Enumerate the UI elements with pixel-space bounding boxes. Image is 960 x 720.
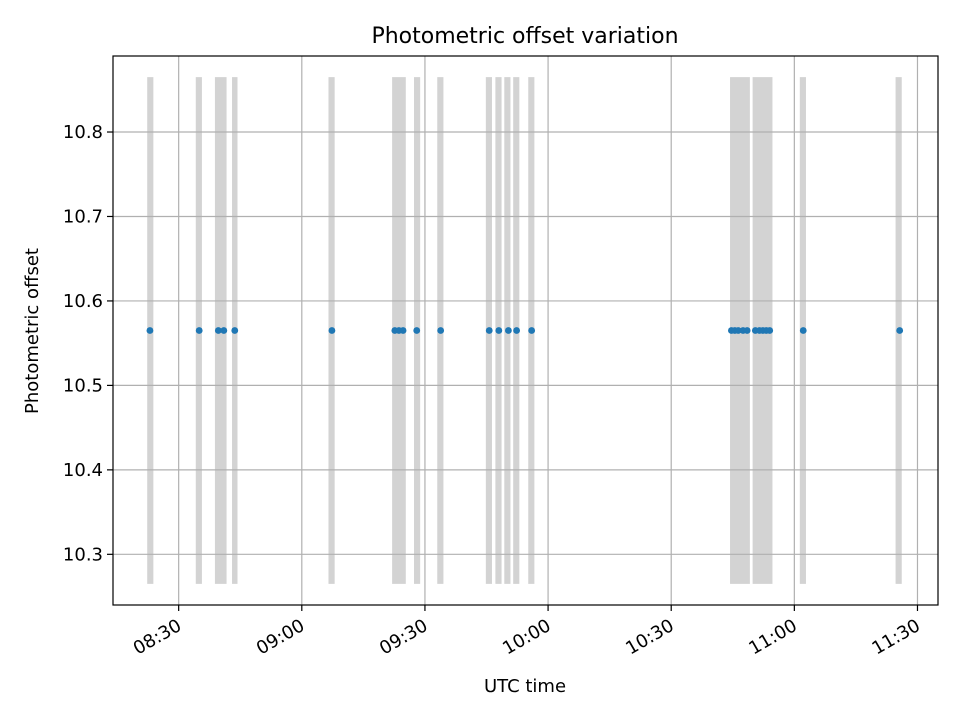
y-axis-label: Photometric offset (22, 248, 43, 414)
data-point (214, 327, 222, 334)
data-point (195, 327, 203, 334)
y-tick-label: 10.6 (63, 291, 103, 312)
x-axis-label: UTC time (484, 676, 566, 697)
chart-title: Photometric offset variation (371, 24, 678, 49)
y-axis-ticks: 10.3 10.4 10.5 10.6 10.7 10.8 (63, 122, 113, 565)
data-points (146, 327, 904, 334)
data-point (485, 327, 493, 334)
data-point (896, 327, 904, 334)
data-point (146, 327, 154, 334)
data-point (504, 327, 512, 334)
grid (113, 56, 938, 605)
data-point (231, 327, 239, 334)
data-point (528, 327, 536, 334)
data-point (495, 327, 503, 334)
plot-frame (112, 55, 939, 606)
data-point (799, 327, 807, 334)
y-tick-label: 10.8 (63, 122, 103, 143)
data-point (399, 327, 407, 334)
data-point (766, 327, 774, 334)
data-point (220, 327, 228, 334)
y-tick-label: 10.4 (63, 460, 103, 481)
y-tick-label: 10.7 (63, 206, 103, 227)
y-tick-label: 10.5 (63, 375, 103, 396)
data-point (743, 327, 751, 334)
data-point (734, 327, 742, 334)
y-tick-label: 10.3 (63, 544, 103, 565)
data-point (437, 327, 445, 334)
data-point (328, 327, 336, 334)
data-point (413, 327, 421, 334)
data-point (513, 327, 521, 334)
